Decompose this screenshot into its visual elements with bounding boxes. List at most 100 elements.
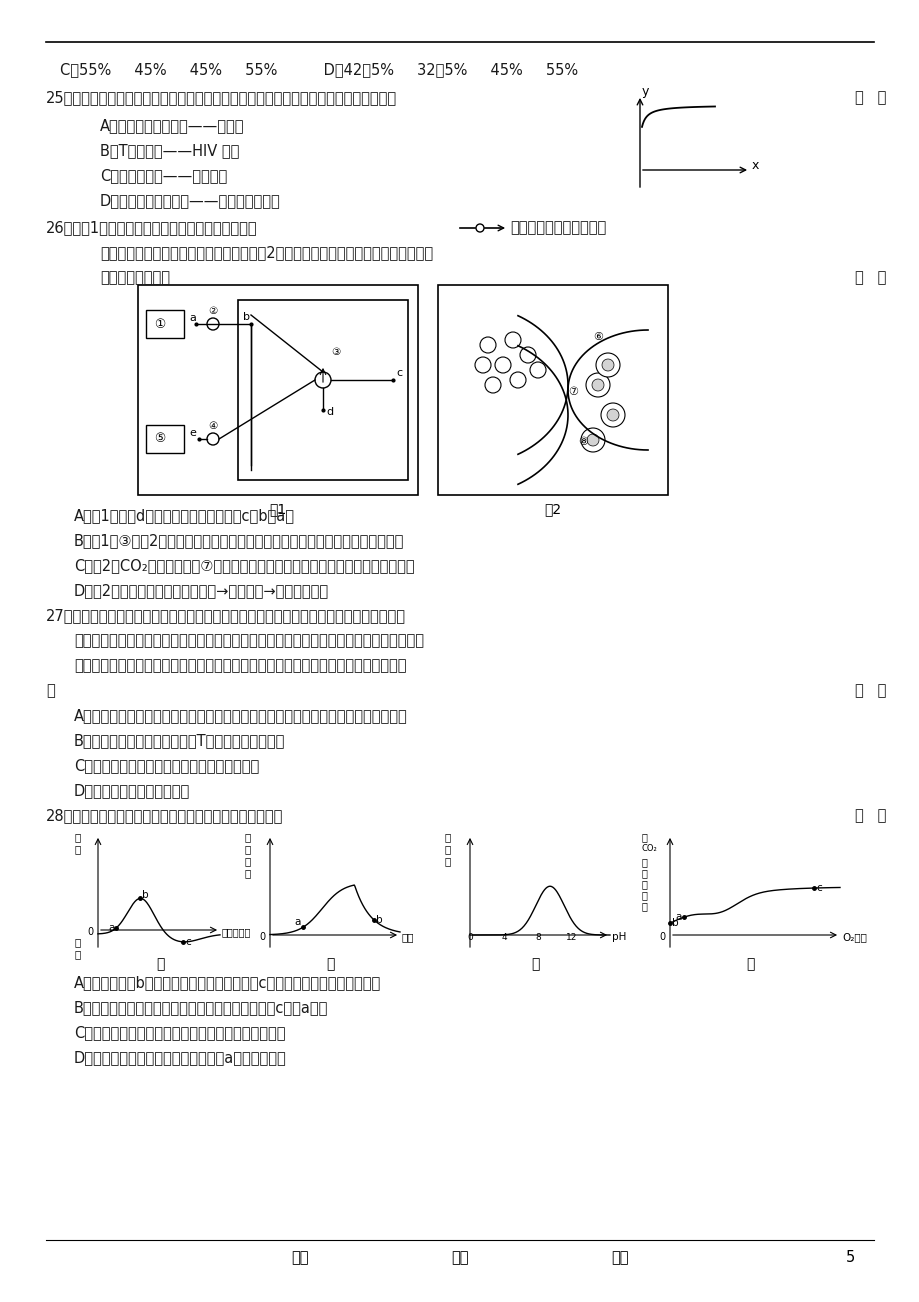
Text: C．胰岛素浓度——血糖浓度: C．胰岛素浓度——血糖浓度: [100, 168, 227, 184]
Text: 12: 12: [566, 932, 577, 941]
Text: C．丙图曲线表示胃蛋白酶催化蛋白质水解的催化特性: C．丙图曲线表示胃蛋白酶催化蛋白质水解的催化特性: [74, 1025, 285, 1040]
Circle shape: [474, 357, 491, 372]
Text: 0: 0: [86, 927, 93, 937]
Circle shape: [585, 372, 609, 397]
Text: y: y: [641, 85, 649, 98]
Text: ④: ④: [208, 421, 218, 431]
Circle shape: [607, 409, 618, 421]
Text: 促: 促: [75, 832, 81, 842]
Text: 图2: 图2: [544, 503, 561, 516]
Text: B．T细胞浓度——HIV 浓度: B．T细胞浓度——HIV 浓度: [100, 143, 239, 158]
Text: 28．下列分别针对甲、乙、丙、丁四图的描述中，正确的是: 28．下列分别针对甲、乙、丙、丁四图的描述中，正确的是: [46, 809, 283, 823]
Text: a: a: [294, 918, 301, 927]
Text: 虫: 虫: [244, 844, 251, 854]
Text: （   ）: （ ）: [854, 809, 885, 823]
Text: CO₂: CO₂: [641, 844, 657, 853]
Text: C．外毒素是一种抗原，能引起人体的免疫反应: C．外毒素是一种抗原，能引起人体的免疫反应: [74, 758, 259, 773]
Text: （   ）: （ ）: [854, 684, 885, 698]
Text: 丙: 丙: [530, 957, 539, 971]
Text: B．图1中③内有2个完整突触结构，突触结构包括突触前膜、突触间隙和突触后膜: B．图1中③内有2个完整突触结构，突触结构包括突触前膜、突触间隙和突触后膜: [74, 533, 404, 548]
Circle shape: [591, 379, 604, 391]
Circle shape: [207, 318, 219, 329]
Text: b: b: [376, 915, 382, 924]
Text: 酶: 酶: [445, 832, 450, 842]
Text: D．该免疫过程属于细胞免疫: D．该免疫过程属于细胞免疫: [74, 783, 190, 798]
Text: D．促甲状腺激素浓度——甲状腺激素浓度: D．促甲状腺激素浓度——甲状腺激素浓度: [100, 193, 280, 208]
Circle shape: [314, 372, 331, 388]
Bar: [437, 285, 667, 495]
Text: 8: 8: [535, 932, 540, 941]
Circle shape: [596, 353, 619, 378]
Text: 用心: 用心: [291, 1250, 309, 1266]
Circle shape: [581, 428, 605, 452]
Circle shape: [484, 378, 501, 393]
Text: 突及末梢（即一个完整的神经元模式）。图2表示突触的显微结构模式图。下列关于图: 突及末梢（即一个完整的神经元模式）。图2表示突触的显微结构模式图。下列关于图: [100, 245, 433, 260]
Text: ③: ③: [331, 348, 340, 357]
Text: A．甲图中，若b点为茎背光侧生长素浓度，则c点可能为茎向光侧生长素浓度: A．甲图中，若b点为茎背光侧生长素浓度，则c点可能为茎向光侧生长素浓度: [74, 975, 380, 990]
Text: 活: 活: [445, 844, 450, 854]
Bar: [238, 299, 407, 480]
Text: 乙: 乙: [325, 957, 334, 971]
Text: O₂浓度: O₂浓度: [841, 932, 866, 943]
Text: ⑤: ⑤: [153, 432, 165, 445]
Text: C．55%     45%     45%     55%          D．42．5%     32．5%     45%     55%: C．55% 45% 45% 55% D．42．5% 32．5% 45% 55%: [60, 62, 577, 77]
Text: b: b: [243, 312, 250, 322]
Text: d: d: [325, 408, 333, 417]
Text: B．外毒素是一种抗体，是效应T细胞产生的淋巴因子: B．外毒素是一种抗体，是效应T细胞产生的淋巴因子: [74, 733, 285, 749]
Circle shape: [480, 337, 495, 353]
Text: c: c: [815, 883, 822, 893]
Text: 丁: 丁: [745, 957, 754, 971]
Text: e: e: [188, 428, 196, 437]
Text: 对: 对: [641, 891, 647, 900]
Text: c: c: [395, 368, 402, 378]
Text: A．图1中刺激d点，兴奋将传导（递）至c、b、a点: A．图1中刺激d点，兴奋将传导（递）至c、b、a点: [74, 508, 295, 523]
Text: ⑦: ⑦: [567, 387, 577, 397]
Text: ①: ①: [153, 318, 165, 331]
Text: 是: 是: [46, 684, 55, 698]
Text: 甲: 甲: [155, 957, 164, 971]
Text: B．乙图中，施用农药后害虫种群抗药基因的频率，c点比a点高: B．乙图中，施用农药后害虫种群抗药基因的频率，c点比a点高: [74, 1000, 328, 1016]
Text: a: a: [188, 312, 196, 323]
Text: c: c: [186, 937, 191, 947]
Circle shape: [586, 434, 598, 447]
Text: ⑧: ⑧: [577, 437, 587, 447]
Text: 的: 的: [641, 868, 647, 878]
Circle shape: [475, 224, 483, 232]
Text: 专心: 专心: [610, 1250, 628, 1266]
Text: 生长素浓度: 生长素浓度: [221, 927, 251, 937]
Text: C．图2中CO₂浓度最高处在⑦，该结构的作用是为神经兴奋的传导（递）提供能量: C．图2中CO₂浓度最高处在⑦，该结构的作用是为神经兴奋的传导（递）提供能量: [74, 559, 414, 573]
Text: 制: 制: [75, 949, 81, 960]
Text: D．图2轴突中的传导形式有电信号→化学信号→电信号的转变: D．图2轴突中的传导形式有电信号→化学信号→电信号的转变: [74, 583, 329, 598]
Circle shape: [600, 404, 624, 427]
Text: 量: 量: [244, 868, 251, 878]
Text: 时间: 时间: [402, 932, 414, 943]
Text: 量: 量: [641, 901, 647, 911]
Text: ②: ②: [208, 306, 218, 316]
Text: 性: 性: [445, 855, 450, 866]
Text: pH: pH: [611, 932, 626, 943]
Text: 放: 放: [641, 857, 647, 867]
Text: 4: 4: [501, 932, 506, 941]
Text: 抑: 抑: [75, 937, 81, 947]
Text: 表示从树突到胞体再到轴: 表示从树突到胞体再到轴: [509, 220, 606, 234]
Text: 0: 0: [258, 932, 265, 943]
Text: 爱心: 爱心: [450, 1250, 469, 1266]
Text: A．与鼠疫杆菌合成、释放外毒素有关的细胞器有核糖体，内质网、高尔基体和线粒体: A．与鼠疫杆菌合成、释放外毒素有关的细胞器有核糖体，内质网、高尔基体和线粒体: [74, 708, 407, 723]
Text: 27．挪威科学家最新的研究显示，气候变暖将提高人类患腺鼠疫的可能性。这种疾病是由鼠: 27．挪威科学家最新的研究显示，气候变暖将提高人类患腺鼠疫的可能性。这种疾病是由…: [46, 608, 405, 622]
Bar: [146, 424, 184, 453]
Bar: [146, 310, 184, 339]
Text: 解的说法正确的是: 解的说法正确的是: [100, 270, 170, 285]
Circle shape: [494, 357, 510, 372]
Text: ⑥: ⑥: [593, 332, 602, 342]
Text: A．抗利尿激素分泌量——饮水量: A．抗利尿激素分泌量——饮水量: [100, 118, 244, 133]
Text: 数: 数: [244, 855, 251, 866]
Text: 5: 5: [845, 1250, 854, 1266]
Text: 相: 相: [641, 879, 647, 889]
Text: 疫杆菌（宿主为啮齿动物）引起的，鼠疫杆菌释放外毒素，使患者出现中毒性休克综合症。: 疫杆菌（宿主为啮齿动物）引起的，鼠疫杆菌释放外毒素，使患者出现中毒性休克综合症。: [74, 633, 424, 648]
Bar: [138, 285, 417, 495]
Circle shape: [519, 348, 536, 363]
Text: a: a: [675, 913, 681, 922]
Text: b: b: [142, 891, 149, 901]
Circle shape: [601, 359, 613, 371]
Text: 昆: 昆: [244, 832, 251, 842]
